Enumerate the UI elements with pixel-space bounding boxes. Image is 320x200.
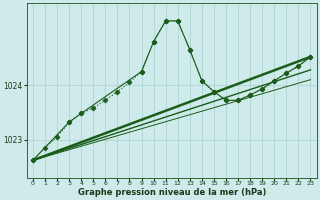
X-axis label: Graphe pression niveau de la mer (hPa): Graphe pression niveau de la mer (hPa) (77, 188, 266, 197)
